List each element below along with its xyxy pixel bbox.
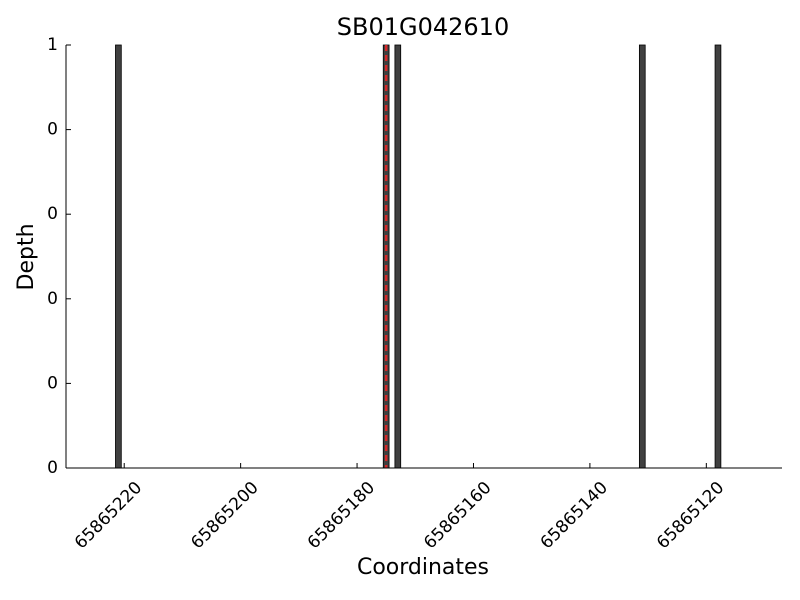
- x-axis-label: Coordinates: [357, 555, 489, 580]
- y-tick-label: 1: [47, 35, 58, 55]
- y-axis-label: Depth: [14, 223, 39, 290]
- y-tick-label: 0: [47, 289, 58, 309]
- x-tick-label: 65865140: [537, 478, 612, 553]
- bar: [394, 44, 402, 469]
- x-tick-label: 65865200: [187, 478, 262, 553]
- chart-title: SB01G042610: [337, 13, 509, 41]
- bar: [638, 44, 646, 469]
- y-tick-label: 0: [47, 120, 58, 140]
- bar: [115, 44, 122, 469]
- y-tick-label: 0: [47, 373, 58, 393]
- bar: [714, 44, 722, 469]
- y-tick-label: 0: [47, 458, 58, 478]
- y-tick-label: 0: [47, 204, 58, 224]
- x-tick-label: 65865160: [420, 478, 495, 553]
- x-tick-label: 65865180: [304, 478, 379, 553]
- x-tick-label: 65865220: [71, 478, 146, 553]
- x-tick-label: 65865120: [653, 478, 728, 553]
